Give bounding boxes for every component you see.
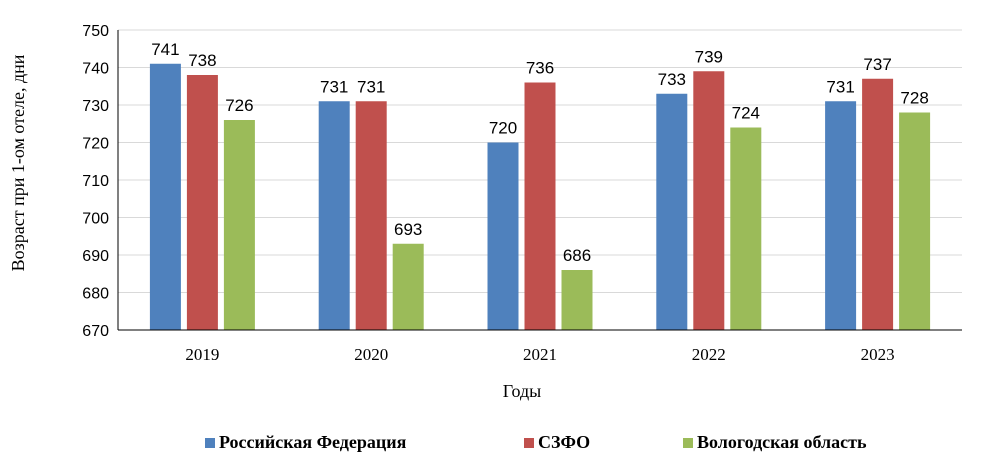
bar	[862, 78, 894, 330]
y-tick-label: 710	[82, 173, 109, 190]
x-tick-label: 2020	[354, 345, 388, 364]
data-label: 728	[900, 89, 928, 108]
legend-label: СЗФО	[538, 432, 590, 452]
x-tick-label: 2021	[523, 345, 557, 364]
x-tick-label: 2022	[692, 345, 726, 364]
y-tick-label: 720	[82, 136, 109, 153]
data-label: 731	[357, 77, 385, 96]
data-label: 726	[225, 96, 253, 115]
y-tick-label: 750	[82, 23, 109, 40]
bar	[524, 82, 556, 330]
data-label: 693	[394, 220, 422, 239]
data-label: 724	[732, 104, 760, 123]
y-axis-title: Возраст при 1-ом отеле, дни	[8, 54, 28, 271]
y-tick-label: 670	[82, 323, 109, 340]
y-axis-ticks: 670 680 690 700 710 720 730 740 750	[82, 23, 109, 340]
bar	[355, 101, 387, 330]
legend-swatch	[205, 438, 215, 448]
bar	[392, 243, 424, 330]
bar	[693, 71, 725, 330]
data-label: 720	[489, 119, 517, 138]
y-tick-label: 730	[82, 98, 109, 115]
bar	[825, 101, 857, 330]
bar	[730, 127, 762, 330]
data-label: 731	[826, 77, 854, 96]
bar	[318, 101, 350, 330]
y-tick-label: 700	[82, 211, 109, 228]
legend-swatch	[683, 438, 693, 448]
data-label: 731	[320, 77, 348, 96]
data-label: 733	[658, 70, 686, 89]
data-label: 686	[563, 246, 591, 265]
legend: Российская Федерация СЗФО Вологодская обла…	[205, 432, 867, 452]
bar	[656, 93, 688, 330]
x-tick-label: 2019	[185, 345, 219, 364]
data-labels: 741 738 726 731 731 693 720 736 686 733 739 724 731 7…	[151, 40, 929, 265]
y-tick-label: 680	[82, 286, 109, 303]
bar	[899, 112, 931, 330]
data-label: 737	[863, 55, 891, 74]
data-label: 738	[188, 51, 216, 70]
data-label: 741	[151, 40, 179, 59]
data-label: 739	[695, 47, 723, 66]
legend-swatch	[524, 438, 534, 448]
bar	[487, 142, 519, 330]
bar	[223, 120, 255, 330]
bar	[149, 63, 181, 330]
legend-label: Российская Федерация	[219, 432, 407, 452]
y-tick-label: 740	[82, 61, 109, 78]
x-axis-ticks: 2019 2020 2021 2022 2023	[185, 345, 894, 364]
legend-label: Вологодская область	[697, 432, 867, 452]
data-label: 736	[526, 59, 554, 78]
bars	[149, 63, 931, 330]
bar	[186, 75, 218, 330]
bar	[561, 270, 593, 330]
y-tick-label: 690	[82, 248, 109, 265]
x-axis-title: Годы	[503, 381, 542, 401]
x-tick-label: 2023	[861, 345, 895, 364]
